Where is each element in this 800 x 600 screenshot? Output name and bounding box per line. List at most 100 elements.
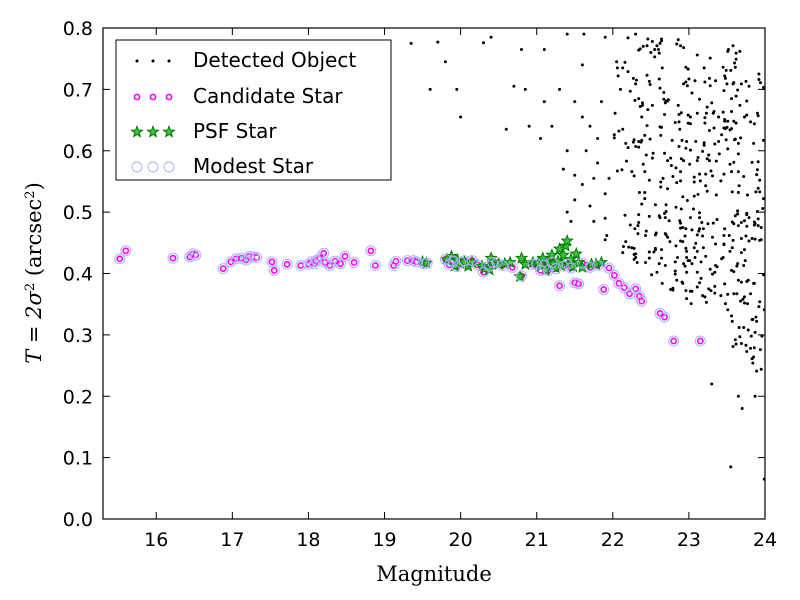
detected-object-point [657, 214, 661, 218]
detected-object-point [744, 343, 748, 347]
modest-star-point [120, 245, 132, 257]
detected-object-point [679, 239, 683, 243]
detected-object-point [736, 170, 740, 174]
detected-object-point [630, 170, 634, 174]
detected-object-point [669, 287, 673, 291]
detected-object-point [580, 63, 584, 67]
detected-object-point [645, 73, 649, 77]
detected-object-point [666, 98, 670, 102]
detected-object-point [722, 233, 726, 237]
detected-object-point [626, 36, 630, 40]
detected-object-point [695, 233, 699, 237]
detected-object-point [728, 249, 732, 253]
detected-object-point [733, 65, 737, 69]
detected-object-point [663, 151, 667, 155]
x-tick-label: 22 [601, 529, 625, 551]
detected-object-point [542, 100, 546, 104]
detected-object-point [655, 270, 659, 274]
modest-star-point [565, 262, 577, 274]
detected-object-point [705, 105, 709, 109]
detected-object-point [674, 244, 678, 248]
modest-star-point [584, 261, 596, 273]
modest-star-point [487, 256, 499, 268]
detected-object-point [539, 136, 543, 140]
x-tick-label: 17 [220, 529, 244, 551]
axis-tick-labels: 16 17 18 19 20 21 22 23 24 0.0 0.1 0.2 0.3 0.4 0.5 0.6 0… [63, 18, 777, 551]
modest-star-point [447, 255, 459, 267]
detected-object-point [512, 84, 516, 88]
detected-object-point [679, 226, 683, 230]
detected-object-point [703, 116, 707, 120]
detected-object-point [742, 264, 746, 268]
detected-object-point [752, 346, 756, 350]
detected-object-point [739, 136, 743, 140]
x-tick-label: 20 [449, 529, 473, 551]
detected-object-point [755, 319, 759, 323]
detected-object-point [653, 203, 657, 207]
detected-object-point [694, 241, 698, 245]
detected-object-point [669, 163, 673, 167]
detected-object-point [717, 152, 721, 156]
detected-object-point [747, 239, 751, 243]
candidate-star-point [632, 285, 640, 293]
detected-object-point [603, 35, 607, 39]
detected-object-point [750, 160, 754, 164]
detected-object-point [729, 68, 733, 72]
modest-star-point [550, 263, 562, 275]
detected-object-point [757, 305, 761, 309]
detected-object-point [751, 318, 755, 322]
detected-object-point [678, 127, 682, 131]
modest-star-point [443, 259, 455, 271]
detected-object-point [624, 141, 628, 145]
detected-object-point [757, 72, 761, 76]
detected-object-point [643, 133, 647, 137]
detected-object-point [753, 394, 757, 398]
detected-object-point [626, 146, 630, 150]
detected-object-point [738, 49, 742, 53]
modest-star-point [390, 255, 402, 267]
detected-object-point [685, 297, 689, 301]
detected-object-point [701, 149, 705, 153]
detected-object-point [696, 156, 700, 160]
detected-object-point [679, 170, 683, 174]
detected-object-point [713, 142, 717, 146]
candidate-star-point [268, 258, 276, 266]
detected-object-point [681, 225, 685, 229]
detected-object-point [657, 262, 661, 266]
detected-object-point [688, 162, 692, 166]
detected-object-point [707, 153, 711, 157]
y-tick-label: 0.5 [63, 202, 93, 224]
detected-object-point [761, 197, 765, 201]
detected-object-point [752, 281, 756, 285]
detected-object-point [657, 77, 661, 81]
detected-object-point [714, 193, 718, 197]
detected-object-point [727, 233, 731, 237]
detected-object-point [662, 90, 666, 94]
detected-object-point [723, 227, 727, 231]
detected-object-point [636, 232, 640, 236]
detected-object-point [733, 61, 737, 65]
detected-object-point [736, 209, 740, 213]
legend-marker [167, 59, 171, 63]
detected-object-point [704, 184, 708, 188]
detected-object-point [692, 246, 696, 250]
detected-object-point [632, 257, 636, 261]
detected-object-point [648, 82, 652, 86]
detected-object-point [720, 133, 724, 137]
legend-item-modest-star: Modest Star [131, 154, 314, 178]
detected-object-point [637, 145, 641, 149]
modest-star-point [439, 253, 451, 265]
detected-object-point [455, 87, 459, 91]
detected-object-point [732, 270, 736, 274]
detected-object-point [703, 80, 707, 84]
detected-object-point [617, 129, 621, 133]
detected-object-point [701, 246, 705, 250]
legend-marker [131, 161, 143, 173]
detected-object-point [705, 189, 709, 193]
modest-star-point [491, 256, 503, 268]
detected-object-point [645, 44, 649, 48]
detected-object-point [723, 117, 727, 121]
detected-object-point [542, 47, 546, 51]
detected-object-point [655, 44, 659, 48]
detected-object-point [722, 242, 726, 246]
